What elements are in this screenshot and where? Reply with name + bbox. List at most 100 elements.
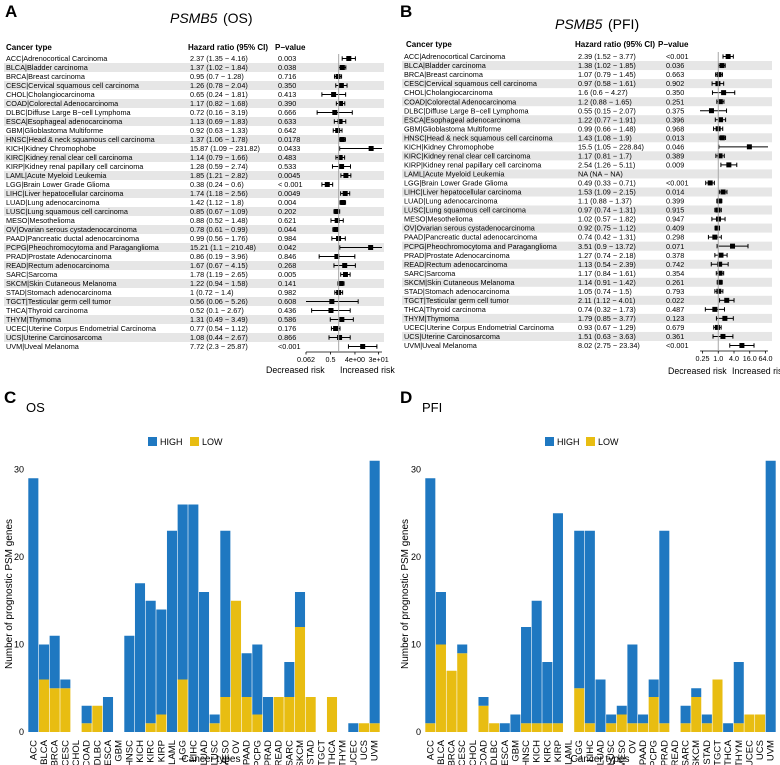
bar-x-tick-label: PAAD: [242, 740, 253, 765]
bar-x-tick-label: LIHC: [188, 740, 199, 762]
forest-row-hr-text: 1.37 (1.06 − 1.78): [190, 135, 248, 144]
bar-high-segment: [499, 723, 510, 732]
forest-hr-point: [712, 234, 718, 240]
forest-hr-point: [334, 218, 340, 223]
bar-high-segment: [584, 530, 595, 724]
forest-hr-point: [329, 299, 335, 304]
forest-row-stripe: [402, 187, 772, 197]
forest-row-label: GBM|Glioblastoma Multiforme: [6, 126, 103, 135]
forest-hr-point: [717, 279, 723, 285]
forest-hr-point: [342, 263, 348, 268]
bar-x-tick-label: CHOL: [468, 740, 479, 765]
forest-row-pvalue: 0.642: [278, 126, 296, 135]
forest-row-label: LUSC|Lung squamous cell carcinoma: [404, 206, 527, 215]
forest-row-stripe: [402, 277, 772, 287]
bar-low-segment: [691, 697, 702, 732]
bar-high-segment: [733, 662, 744, 724]
forest-row-label: PRAD|Prostate Adenocarcinoma: [6, 252, 113, 261]
forest-row-label: KIRC|Kidney renal clear cell carcinoma: [404, 151, 531, 160]
forest-hr-point: [716, 72, 722, 78]
forest-row-pvalue: 0.176: [278, 324, 296, 333]
bar-x-tick-label: HNSC: [124, 740, 135, 765]
forest-row-stripe: [402, 223, 772, 233]
bar-high-segment: [348, 723, 359, 732]
bar-x-tick-label: ESCA: [103, 739, 114, 765]
forest-row-label: UCS|Uterine Carcinosarcoma: [404, 332, 501, 341]
bar-x-tick-label: ESCA: [500, 739, 511, 765]
bar-high-segment: [616, 705, 627, 715]
bar-high-segment: [680, 705, 691, 724]
forest-hr-point: [340, 200, 346, 205]
forest-row-hr-text: 15.21 (1.1 − 210.48): [190, 243, 256, 252]
bar-x-tick-label: KIRC: [146, 740, 157, 763]
forest-row-label: BRCA|Breast carcinoma: [404, 70, 484, 79]
forest-row-hr-text: 0.77 (0.54 − 1.12): [190, 324, 248, 333]
forest-row-pvalue: 0.038: [278, 63, 296, 72]
forest-row-label: TGCT|Testicular germ cell tumor: [6, 297, 111, 306]
forest-row-hr-text: 0.38 (0.24 − 0.6): [190, 180, 244, 189]
bar-x-tick-label: MESO: [220, 740, 231, 765]
bar-x-tick-label: OV: [627, 739, 638, 753]
forest-row-hr-text: 1.6 (0.6 − 4.27): [578, 88, 628, 97]
panel-a-gene: PSMB5: [170, 10, 218, 26]
forest-x-tick-label: 0.5: [326, 355, 336, 364]
forest-hr-point: [717, 261, 723, 267]
forest-row-pvalue: 0.436: [278, 306, 296, 315]
bar-low-segment: [606, 723, 617, 732]
forest-row-hr-text: 0.49 (0.33 − 0.71): [578, 179, 636, 188]
forest-hr-point: [712, 306, 718, 312]
panel-a-header-p: P−value: [275, 43, 306, 52]
forest-row-stripe: [402, 295, 772, 305]
forest-row-label: UVM|Uveal Melanoma: [404, 341, 478, 350]
forest-x-tick-label: 0.062: [297, 355, 315, 364]
forest-row-pvalue: 0.268: [278, 261, 296, 270]
bar-low-segment: [584, 723, 595, 732]
bar-high-segment: [81, 705, 92, 724]
forest-row-pvalue: <0.001: [666, 179, 689, 188]
forest-row-hr-text: 0.97 (0.58 − 1.61): [578, 79, 636, 88]
forest-row-label: CESC|Cervical squamous cell carcinoma: [6, 81, 140, 90]
bar-high-segment: [552, 513, 563, 724]
bar-low-segment: [744, 714, 755, 732]
forest-row-label: CHOL|Cholangiocarcinoma: [404, 88, 494, 97]
forest-row-pvalue: 0.915: [666, 206, 684, 215]
forest-row-hr-text: 0.97 (0.74 − 1.31): [578, 206, 636, 215]
bar-high-segment: [691, 688, 702, 697]
panel-d-legend-low: LOW: [598, 437, 619, 447]
forest-row-label: READ|Rectum adenocarcinoma: [404, 260, 508, 269]
panel-b-letter: B: [400, 2, 412, 21]
forest-hr-point: [725, 54, 731, 60]
bar-x-tick-label: SKCM: [295, 740, 306, 765]
forest-row-hr-text: 1.38 (1.02 − 1.85): [578, 61, 636, 70]
bar-low-segment: [305, 697, 316, 732]
forest-row-label: PAAD|Pancreatic ductal adenocarcinoma: [6, 234, 140, 243]
forest-row-label: SKCM|Skin Cutaneous Melanoma: [404, 278, 516, 287]
forest-row-pvalue: 0.608: [278, 297, 296, 306]
forest-row-pvalue: 0.378: [666, 251, 684, 260]
forest-hr-point: [335, 128, 341, 133]
forest-hr-point: [346, 56, 352, 61]
bar-low-segment: [489, 723, 500, 732]
forest-hr-point: [338, 281, 344, 286]
forest-hr-point: [334, 254, 340, 259]
forest-row-label: SARC|Sarcoma: [404, 269, 456, 278]
forest-row-hr-text: 1.07 (0.79 − 1.45): [578, 70, 636, 79]
forest-row-hr-text: 2.37 (1.35 − 4.16): [190, 54, 248, 63]
panel-a-forest-plot: A PSMB5 (OS) Cancer type Hazard ratio (9…: [4, 2, 395, 375]
forest-row-pvalue: 0.389: [666, 151, 684, 160]
forest-row-label: PAAD|Pancreatic ductal adenocarcinoma: [404, 233, 538, 242]
forest-row-pvalue: 0.071: [666, 242, 684, 251]
forest-row-stripe: [4, 117, 384, 126]
bar-high-segment: [60, 679, 71, 689]
bar-x-tick-label: SARC: [284, 740, 295, 765]
forest-hr-point: [343, 173, 349, 178]
forest-hr-point: [717, 99, 723, 105]
bar-x-tick-label: LGG: [574, 740, 585, 760]
bar-low-segment: [38, 679, 50, 732]
forest-row-hr-text: 0.74 (0.32 − 1.73): [578, 305, 636, 314]
forest-row-label: LGG|Brain Lower Grade Glioma: [404, 179, 509, 188]
forest-row-label: LAML|Acute Myeloid Leukemia: [404, 170, 505, 179]
forest-row-label: KICH|Kidney Chromophobe: [6, 144, 96, 153]
forest-row-label: PRAD|Prostate Adenocarcinoma: [404, 251, 511, 260]
forest-x-tick-label: 3e+01: [369, 355, 389, 364]
